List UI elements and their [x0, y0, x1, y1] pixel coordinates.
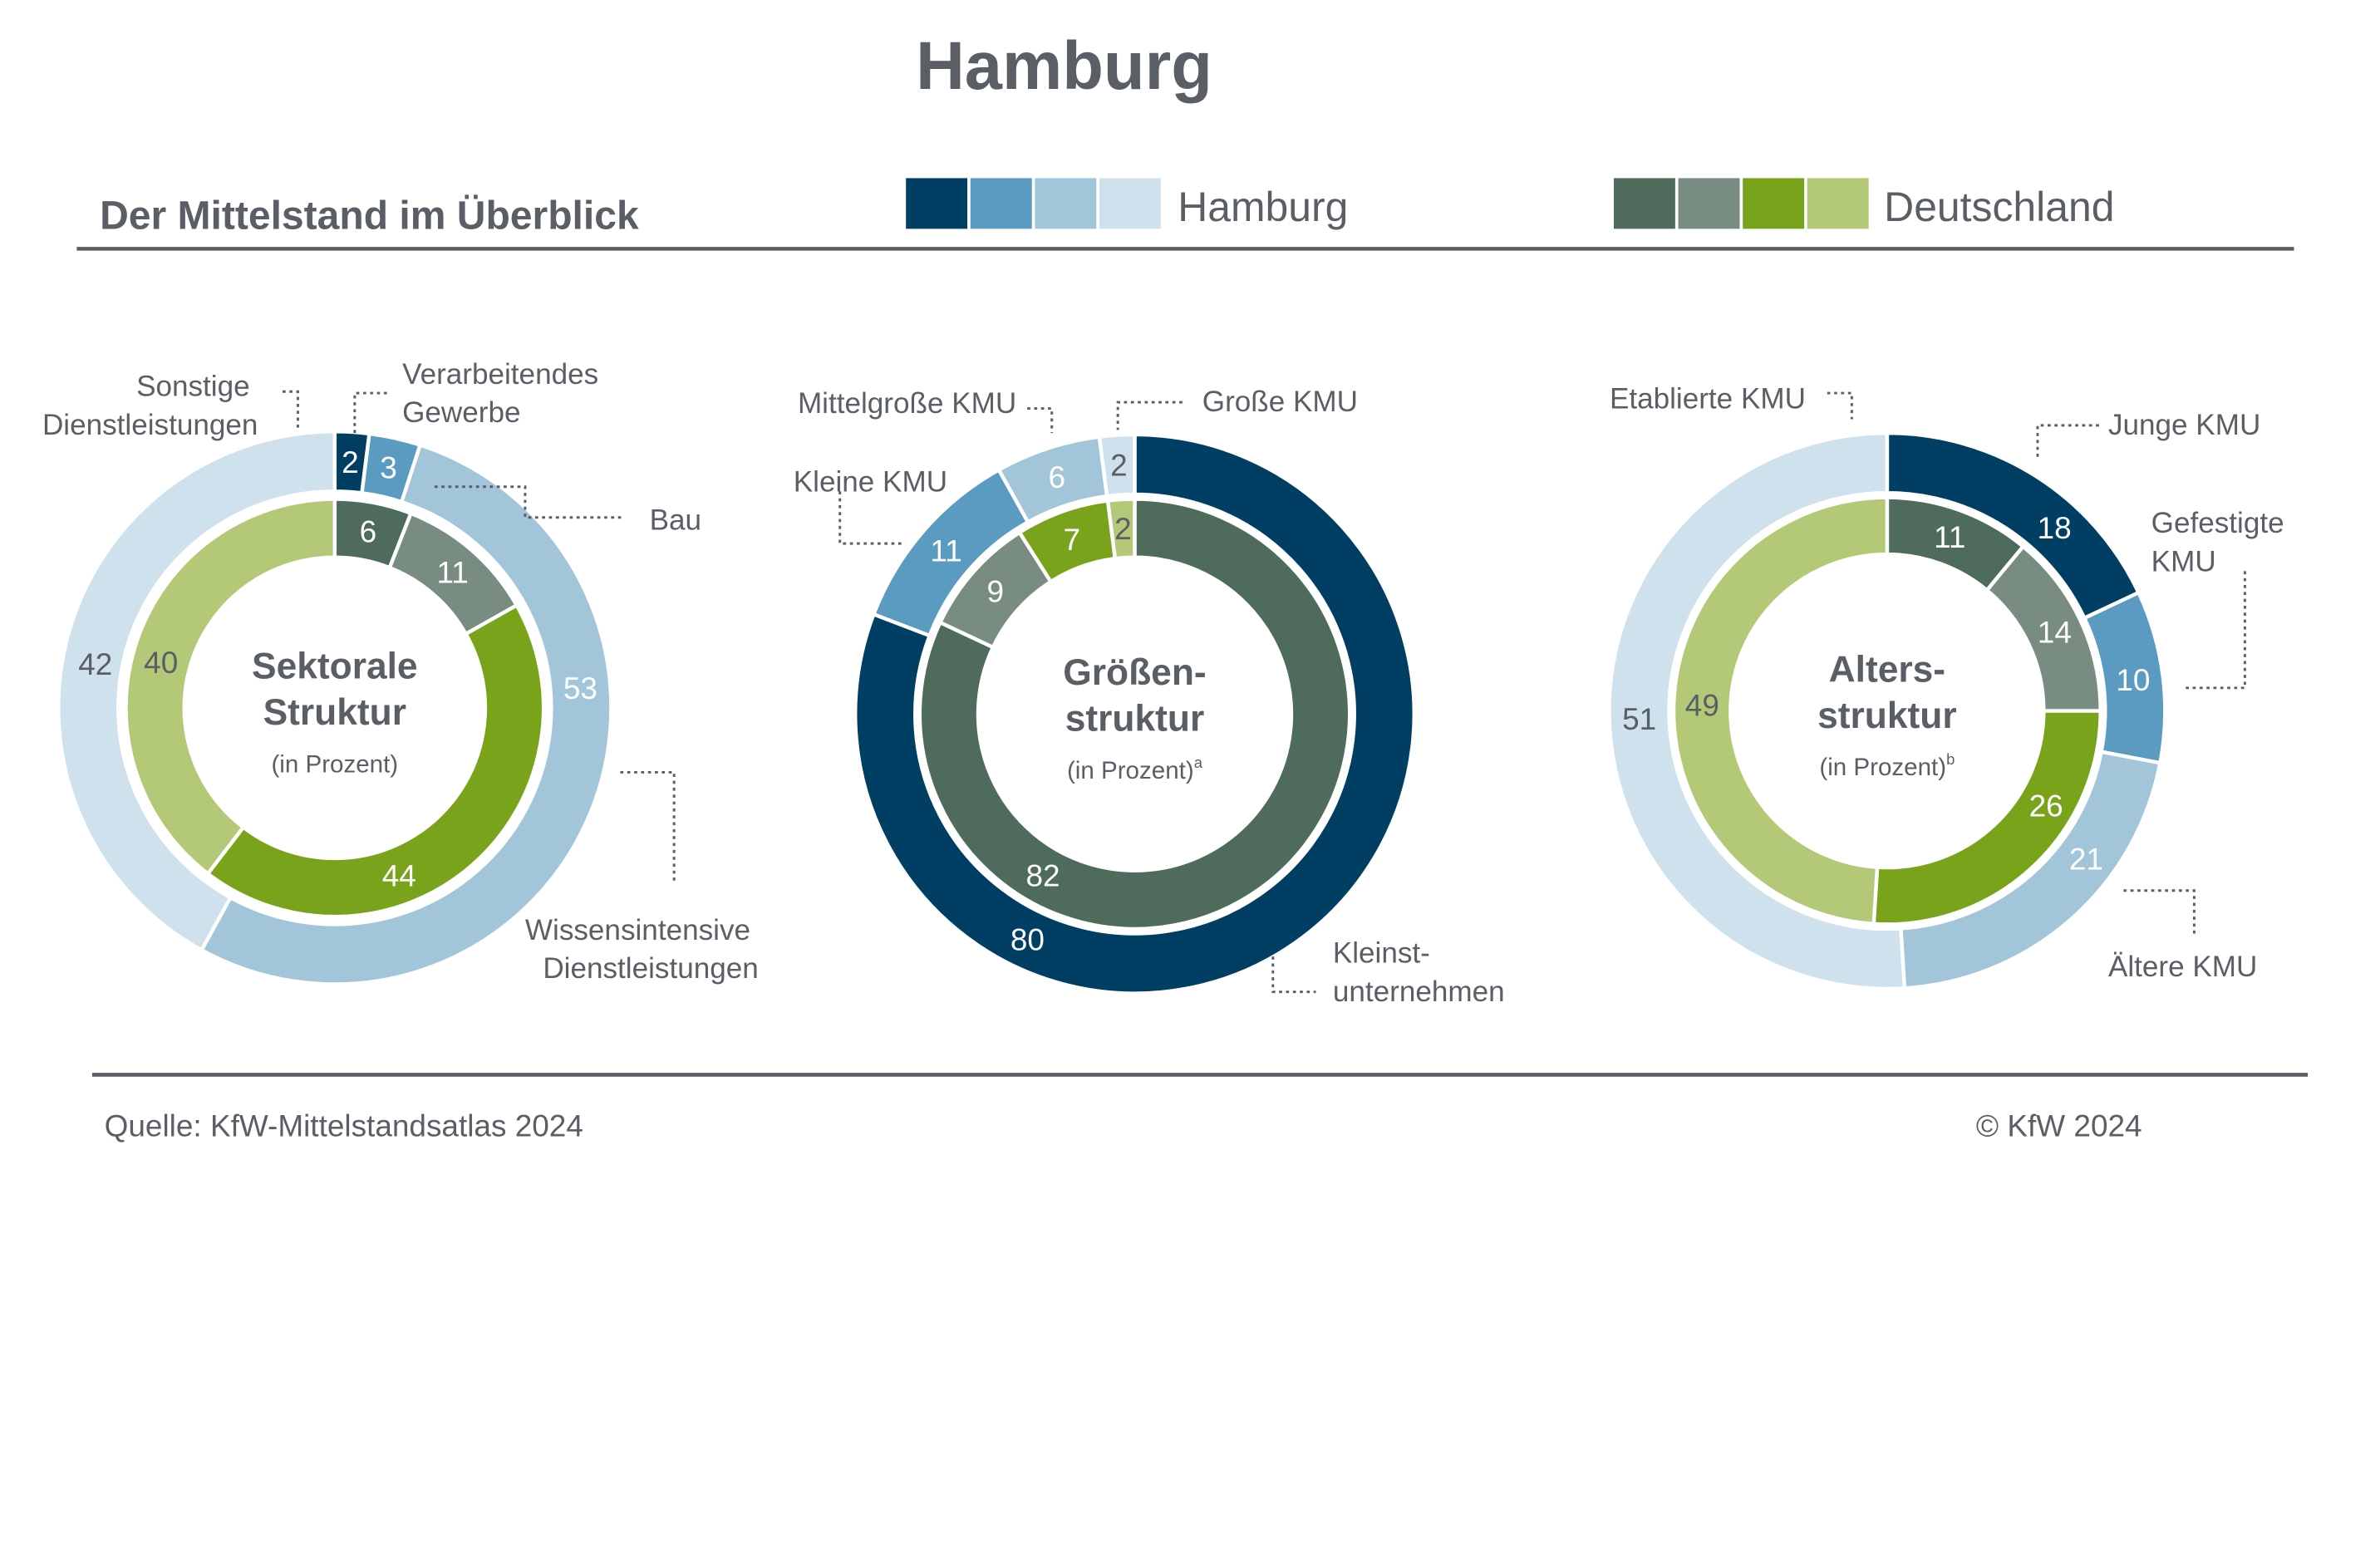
- legend-deutschland-swatch-1: [1613, 178, 1675, 229]
- legend-hamburg-label: Hamburg: [1178, 184, 1348, 230]
- value-label-hamburg-verarbeitendes-gewerbe: 2: [342, 445, 359, 479]
- callout-gefestigte-kmu: Gefestigte KMU: [2151, 507, 2293, 577]
- value-label-hamburg-grosse-kmu: 2: [1110, 449, 1128, 483]
- legend: Hamburg Deutschland: [906, 178, 2114, 230]
- legend-hamburg-swatch-2: [970, 178, 1032, 229]
- legend-hamburg-swatches: [906, 178, 1161, 229]
- value-label-deutschland-mittelgrosse-kmu: 7: [1063, 523, 1080, 557]
- callout-line: unternehmen: [1333, 976, 1505, 1008]
- donut-sektorale-struktur: 2 3 53 42 6 11 44 40 Sektorale Struktur (in Prozen…: [57, 430, 613, 986]
- value-label-deutschland-sonstige-dienstleistungen: 40: [144, 646, 178, 680]
- callout-line: Gewerbe: [402, 396, 520, 429]
- connector-aeltere: [2123, 889, 2196, 934]
- segment-hamburg-grosse-kmu: [1097, 432, 1137, 499]
- value-label-hamburg-kleine-kmu: 11: [930, 534, 961, 568]
- segment-deutschland-wissensintensive-dienstleistungen: [204, 602, 546, 919]
- center-unit: (in Prozent): [271, 750, 398, 778]
- segment-deutschland-aeltere-kmu: [1871, 709, 2102, 926]
- callout-line: KMU: [2151, 545, 2216, 577]
- segment-deutschland-grosse-kmu: [1105, 497, 1137, 561]
- legend-hamburg-swatch-4: [1099, 178, 1161, 229]
- callout-line: Dienstleistungen: [543, 952, 758, 985]
- value-label-deutschland-kleine-kmu: 9: [987, 574, 1005, 608]
- segment-hamburg-etablierte-kmu: [1607, 430, 1907, 991]
- center-title-line-2: struktur: [1817, 695, 1956, 736]
- segment-hamburg-wissensintensive-dienstleistungen: [199, 442, 613, 986]
- value-label-deutschland-gefestigte-kmu: 14: [2038, 616, 2072, 650]
- legend-hamburg-swatch-1: [906, 178, 968, 229]
- connector-etablierte: [1827, 391, 1853, 420]
- legend-deutschland-label: Deutschland: [1884, 184, 2114, 230]
- callout-aeltere-kmu: Ältere KMU: [2108, 951, 2257, 983]
- legend-hamburg-swatch-3: [1035, 178, 1097, 229]
- value-label-deutschland-bau: 11: [436, 556, 468, 590]
- value-label-hamburg-bau: 3: [380, 450, 397, 484]
- value-label-deutschland-kleinstunternehmen: 82: [1026, 859, 1060, 893]
- value-label-hamburg-gefestigte-kmu: 10: [2116, 663, 2150, 697]
- center-unit: (in Prozent)b: [1819, 750, 1955, 781]
- callouts: Sonstige Dienstleistungen Verarbeitendes…: [42, 358, 2293, 1008]
- value-label-deutschland-junge-kmu: 11: [1934, 520, 1965, 554]
- value-label-deutschland-verarbeitendes-gewerbe: 6: [360, 514, 377, 548]
- center-unit: (in Prozent)a: [1067, 754, 1203, 784]
- callout-junge-kmu: Junge KMU: [2108, 409, 2260, 441]
- callout-kleine-kmu: Kleine KMU: [794, 465, 947, 498]
- legend-deutschland-swatch-3: [1743, 178, 1805, 229]
- center-title-line-2: struktur: [1065, 699, 1205, 740]
- legend-deutschland-swatches: [1613, 178, 1869, 229]
- connector-sonstige: [282, 390, 299, 432]
- value-label-hamburg-etablierte-kmu: 51: [1622, 702, 1656, 736]
- center-title-line-1: Sektorale: [252, 646, 418, 687]
- legend-deutschland-swatch-2: [1678, 178, 1740, 229]
- callout-grosse-kmu: Große KMU: [1202, 386, 1358, 418]
- segment-deutschland-kleinstunternehmen: [917, 497, 1352, 931]
- callout-wissensintensive-dienstleistungen: Wissensintensive Dienstleistungen: [525, 914, 759, 985]
- segment-deutschland-etablierte-kmu: [1671, 495, 1890, 926]
- value-label-hamburg-kleinstunternehmen: 80: [1011, 922, 1045, 956]
- connector-kleinst: [1271, 956, 1316, 994]
- connector-grosse: [1116, 401, 1183, 430]
- source-note: Quelle: KfW-Mittelstandsatlas 2024: [105, 1108, 583, 1143]
- center-title-line-1: Größen-: [1063, 652, 1206, 693]
- value-label-deutschland-grosse-kmu: 2: [1114, 512, 1132, 546]
- value-label-deutschland-etablierte-kmu: 49: [1685, 688, 1719, 722]
- value-label-hamburg-junge-kmu: 18: [2038, 511, 2072, 545]
- footnote-marker: b: [1946, 750, 1955, 768]
- section-subtitle: Der Mittelstand im Überblick: [100, 194, 639, 238]
- connector-kleine: [838, 491, 903, 545]
- copyright-note: © KfW 2024: [1976, 1108, 2142, 1143]
- value-label-hamburg-sonstige-dienstleistungen: 42: [78, 647, 112, 681]
- connector-mittelgrosse: [1027, 407, 1054, 434]
- connector-gefestigte: [2183, 571, 2246, 690]
- page-title: Hamburg: [916, 28, 1212, 104]
- legend-deutschland-swatch-4: [1807, 178, 1869, 229]
- callout-etablierte-kmu: Etablierte KMU: [1610, 383, 1806, 415]
- donut-altersstruktur: 18 10 21 51 11 14 26 49 Alters-struktur (in Proze…: [1607, 430, 2167, 991]
- connector-bau: [434, 485, 626, 519]
- callout-bau: Bau: [650, 504, 701, 537]
- center-title-line-2: Struktur: [263, 692, 406, 733]
- connector-wissensintensive: [620, 770, 676, 883]
- value-label-deutschland-aeltere-kmu: 26: [2029, 789, 2063, 823]
- segment-hamburg-sonstige-dienstleistungen: [57, 430, 337, 953]
- callout-line: Dienstleistungen: [42, 409, 258, 441]
- value-label-hamburg-wissensintensive-dienstleistungen: 53: [563, 671, 597, 705]
- value-label-deutschland-wissensintensive-dienstleistungen: 44: [382, 859, 416, 893]
- value-label-hamburg-aeltere-kmu: 21: [2069, 842, 2103, 876]
- segment-hamburg-kleinstunternehmen: [853, 432, 1416, 995]
- footnote-marker: a: [1194, 754, 1203, 771]
- callout-connectors: [282, 390, 2246, 994]
- value-label-hamburg-mittelgrosse-kmu: 6: [1049, 460, 1066, 494]
- callout-kleinstunternehmen: Kleinst- unternehmen: [1333, 937, 1505, 1008]
- connector-verarbeitendes: [353, 391, 387, 435]
- center-title-line-1: Alters-: [1829, 649, 1945, 690]
- segment-deutschland-sonstige-dienstleistungen: [124, 497, 337, 877]
- callout-mittelgrosse-kmu: Mittelgroße KMU: [798, 387, 1016, 420]
- callout-verarbeitendes-gewerbe: Verarbeitendes Gewerbe: [402, 358, 607, 429]
- callout-sonstige-dienstleistungen: Sonstige Dienstleistungen: [42, 371, 258, 441]
- connector-junge: [2036, 424, 2099, 461]
